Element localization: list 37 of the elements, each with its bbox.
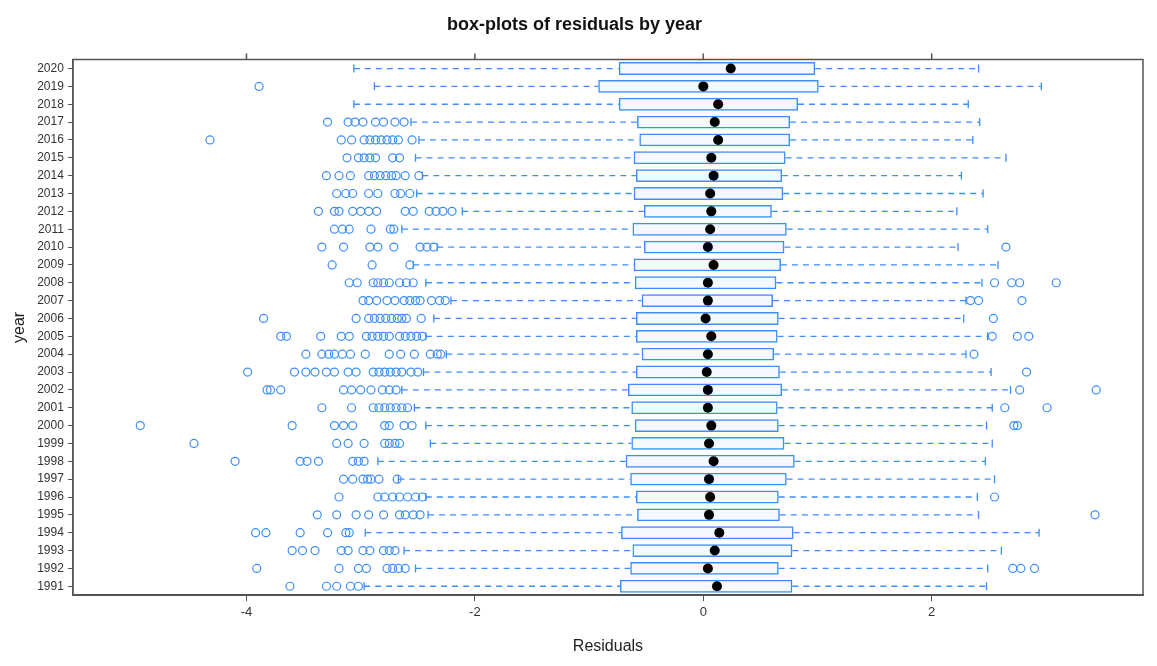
y-tick-label: 2019 bbox=[37, 78, 65, 93]
y-tick-label: 2008 bbox=[37, 275, 65, 290]
x-tick-label: 2 bbox=[928, 603, 936, 619]
y-tick-label: 2002 bbox=[37, 382, 65, 397]
y-tick-label: 2016 bbox=[37, 132, 65, 147]
y-axis-title: year bbox=[10, 311, 28, 343]
y-tick-label: 1996 bbox=[37, 489, 65, 504]
y-tick-label: 2013 bbox=[37, 185, 65, 200]
y-tick-label: 2017 bbox=[37, 114, 65, 129]
y-tick-label: 2004 bbox=[37, 346, 65, 361]
y-tick-label: 2010 bbox=[37, 239, 65, 254]
y-tick-label: 2011 bbox=[38, 221, 65, 236]
y-tick-label: 1998 bbox=[37, 453, 65, 468]
y-tick-label: 1999 bbox=[37, 435, 65, 450]
y-tick-label: 1991 bbox=[37, 578, 65, 593]
y-tick-label: 2001 bbox=[37, 400, 65, 415]
y-tick-label: 2015 bbox=[37, 150, 65, 165]
y-tick-label: 2003 bbox=[37, 364, 65, 379]
y-tick-label: 2012 bbox=[37, 203, 65, 218]
y-tick-label: 1995 bbox=[37, 507, 65, 522]
x-axis-title: Residuals bbox=[572, 636, 644, 654]
y-tick-label: 2014 bbox=[37, 167, 65, 182]
y-tick-label: 1997 bbox=[37, 471, 65, 486]
y-tick-label: 2020 bbox=[37, 60, 65, 75]
y-tick-label: 1993 bbox=[37, 542, 65, 557]
x-tick-label: -4 bbox=[240, 603, 253, 619]
y-tick-label: 1992 bbox=[37, 560, 65, 575]
y-tick-label: 2005 bbox=[37, 328, 65, 343]
x-tick-label: 0 bbox=[699, 603, 707, 619]
chart-title: box-plots of residuals by year bbox=[446, 13, 703, 34]
y-tick-label: 2000 bbox=[37, 417, 65, 432]
y-tick-label: 2006 bbox=[37, 310, 65, 325]
y-tick-label: 1994 bbox=[37, 525, 65, 540]
x-tick-label: -2 bbox=[469, 603, 481, 619]
y-tick-label: 2009 bbox=[37, 257, 65, 272]
y-tick-label: 2018 bbox=[37, 96, 65, 111]
y-tick-label: 2007 bbox=[37, 292, 65, 307]
